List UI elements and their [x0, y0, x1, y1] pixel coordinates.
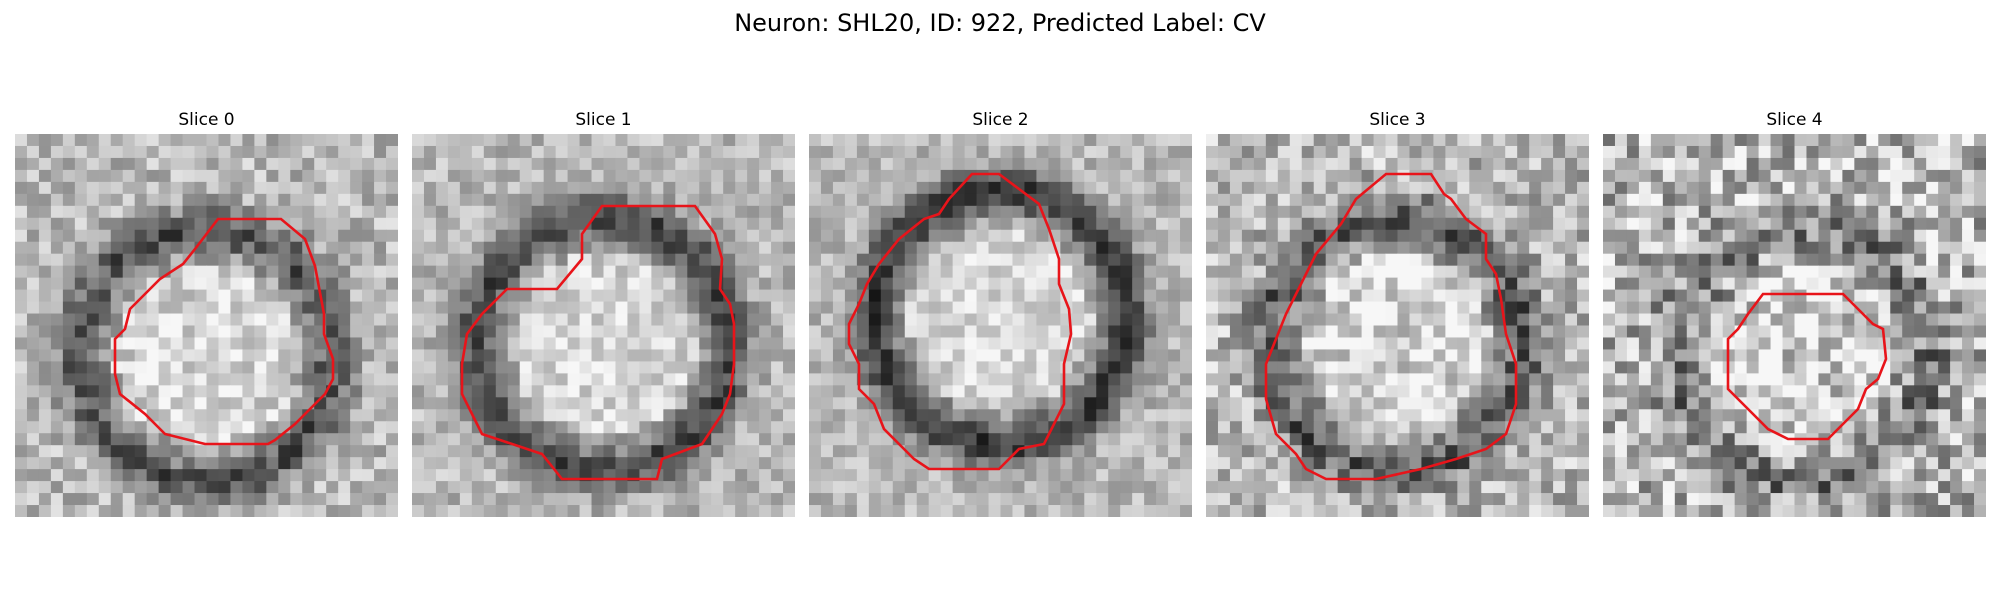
slice-image [1603, 134, 1986, 517]
slice-panel-4: Slice 4 [1603, 108, 1986, 517]
grayscale-micrograph [1603, 134, 1986, 517]
segmentation-contour [1264, 172, 1518, 481]
slice-panel-1: Slice 1 [412, 108, 795, 517]
slice-image [15, 134, 398, 517]
slice-panel-3: Slice 3 [1206, 108, 1589, 517]
grayscale-micrograph [1206, 134, 1589, 517]
grayscale-micrograph [809, 134, 1192, 517]
slice-title: Slice 3 [1369, 110, 1426, 130]
slice-image [1206, 134, 1589, 517]
segmentation-contour [460, 204, 736, 481]
slice-title: Slice 1 [575, 110, 632, 130]
slice-title: Slice 0 [178, 110, 235, 130]
slice-title: Slice 2 [972, 110, 1029, 130]
segmentation-contour [847, 172, 1073, 471]
slice-panel-0: Slice 0 [15, 108, 398, 517]
slice-image [809, 134, 1192, 517]
segmentation-contour [1726, 292, 1888, 441]
segmentation-contour [113, 217, 335, 446]
grayscale-micrograph [15, 134, 398, 517]
slice-image [412, 134, 795, 517]
slice-panel-2: Slice 2 [809, 108, 1192, 517]
grayscale-micrograph [412, 134, 795, 517]
slice-title: Slice 4 [1766, 110, 1823, 130]
figure-title: Neuron: SHL20, ID: 922, Predicted Label:… [734, 9, 1266, 37]
